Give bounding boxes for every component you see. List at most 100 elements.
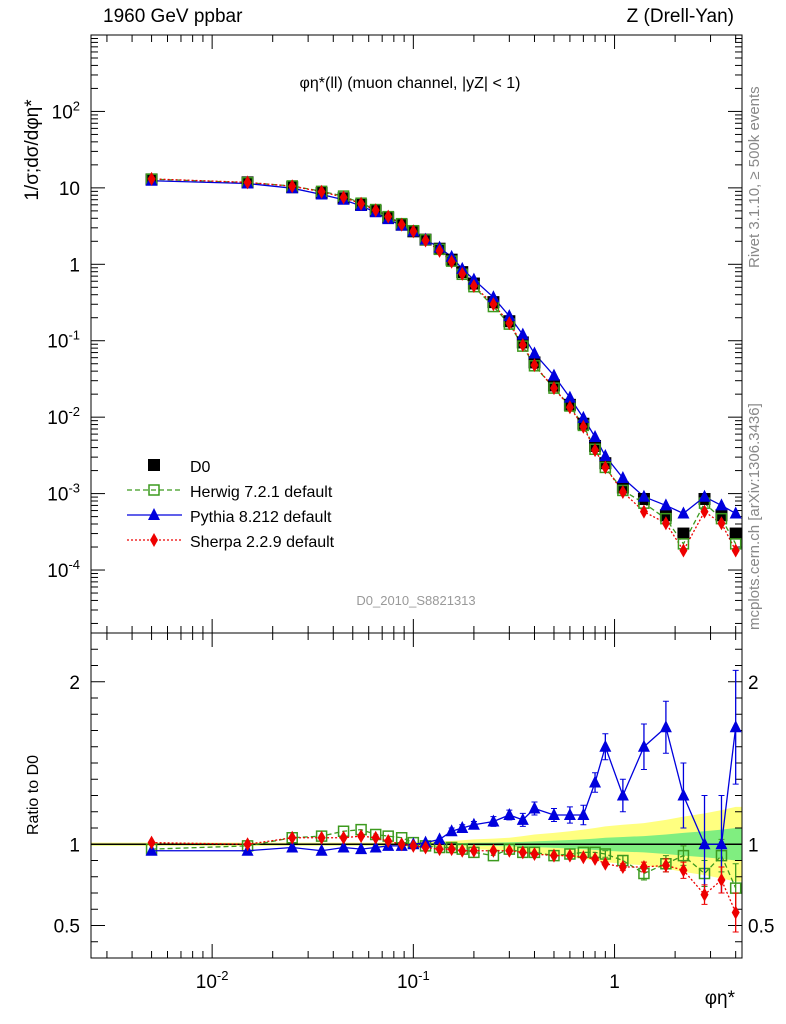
x-axis-label: φη* <box>705 988 736 1009</box>
legend-label: Sherpa 2.2.9 default <box>190 534 335 551</box>
x-tick-label: 10-2 <box>196 968 229 993</box>
series-3-point <box>489 297 498 312</box>
series-3-point <box>447 254 456 269</box>
series-3-point <box>397 217 406 232</box>
series-3-point <box>700 504 709 519</box>
ratio-series-1-point <box>729 720 742 733</box>
series-2-point <box>698 489 711 502</box>
ratio-series-1-point <box>637 739 650 752</box>
series-2-point <box>715 498 728 511</box>
y-tick-label: 10 <box>59 179 80 200</box>
ratio-series-1-point <box>145 843 158 856</box>
series-3-point <box>618 484 627 499</box>
legend-label: Herwig 7.2.1 default <box>190 484 333 501</box>
y-axis-label: 1/σ;dσ/dφη* <box>22 99 43 201</box>
ratio-series-2-point <box>435 842 444 857</box>
ratio-tick-label-left: 1 <box>69 835 80 856</box>
series-3-point <box>243 175 252 190</box>
series-3-point <box>591 443 600 458</box>
ratio-series-2-point <box>288 830 297 845</box>
ratio-series-1-point <box>547 808 560 820</box>
legend-label: Pythia 8.212 default <box>190 509 332 526</box>
series-3-point <box>505 316 514 331</box>
ratio-series-2-point <box>518 845 527 860</box>
ratio-series-1-point <box>433 832 446 845</box>
ratio-plot-frame <box>90 632 743 959</box>
ratio-series-0-point <box>677 849 690 862</box>
series-2-point <box>467 272 480 285</box>
ratio-series-2-point <box>421 840 430 855</box>
ratio-series-1-point <box>337 840 350 853</box>
ratio-series-1-point <box>516 812 529 825</box>
ratio-series-2-point <box>489 843 498 858</box>
ratio-series-2-point <box>371 830 380 845</box>
mcplots-url-label: mcplots.cern.ch [arXiv:1306.3436] <box>746 403 763 630</box>
ratio-series-2-point <box>243 837 252 852</box>
series-3-point <box>458 266 467 281</box>
process-label: Z (Drell-Yan) <box>626 6 734 27</box>
y-tick-label: 10-1 <box>47 328 80 353</box>
analysis-watermark: D0_2010_S8821313 <box>356 593 475 608</box>
ratio-series-2-point <box>409 838 418 853</box>
series-0-point <box>677 527 690 540</box>
ratio-series-2-point <box>447 842 456 857</box>
series-3-point <box>518 337 527 352</box>
ratio-series-2-point <box>339 830 348 845</box>
series-2-point <box>637 489 650 502</box>
series-2-point <box>729 506 742 519</box>
series-2-point <box>547 368 560 381</box>
legend-marker <box>148 459 160 471</box>
series-3-point <box>601 460 610 475</box>
y-tick-label: 10-2 <box>47 404 80 429</box>
series-3-point <box>731 543 740 558</box>
series-0-point <box>659 509 672 522</box>
series-2-point <box>528 346 541 359</box>
series-2-point <box>577 410 590 423</box>
ratio-series-2-point <box>530 847 539 861</box>
series-2-point <box>677 506 690 519</box>
y-tick-label: 10-4 <box>47 557 80 582</box>
ratio-series-1-point <box>528 801 541 814</box>
ratio-tick-label-right: 0.5 <box>748 917 774 938</box>
series-3-point <box>565 400 574 415</box>
x-tick-label: 10-1 <box>397 968 430 993</box>
ratio-series-1-point <box>599 739 612 752</box>
ratio-series-2-point <box>717 873 726 887</box>
y-tick-label: 102 <box>52 98 80 123</box>
series-2-point <box>487 290 500 303</box>
series-2-point <box>563 390 576 403</box>
ratio-series-2-point <box>357 829 366 844</box>
series-3-point <box>639 504 648 519</box>
series-3-point <box>579 419 588 434</box>
ratio-series-2-point <box>618 860 627 874</box>
ratio-series-2-point <box>147 835 156 850</box>
ratio-series-1-point <box>456 821 469 833</box>
series-3-point <box>421 233 430 248</box>
ratio-series-2-point <box>565 848 574 863</box>
ratio-series-1-point <box>677 788 690 801</box>
ratio-axis-label: Ratio to D0 <box>25 755 42 835</box>
series-2-point <box>503 309 516 322</box>
ratio-tick-label-right: 2 <box>748 673 759 694</box>
series-3-point <box>435 243 444 258</box>
series-3-point <box>288 179 297 194</box>
ratio-tick-label-right: 1 <box>748 835 759 856</box>
series-3-point <box>679 543 688 558</box>
series-2-point <box>599 449 612 462</box>
ratio-series-2-point <box>458 843 467 858</box>
series-3-point <box>717 516 726 531</box>
legend-marker <box>150 533 158 547</box>
ratio-series-2-point <box>601 856 610 871</box>
legend-label: D0 <box>190 459 211 476</box>
ratio-series-2-point <box>549 848 558 863</box>
series-3-point <box>357 196 366 211</box>
ratio-series-2-point <box>731 905 740 920</box>
ratio-tick-label-left: 2 <box>69 673 80 694</box>
series-0-point <box>729 527 742 540</box>
series-3-point <box>317 184 326 199</box>
ratio-series-1-point <box>698 837 711 850</box>
y-tick-label: 1 <box>69 255 80 276</box>
ratio-series-2-point <box>579 850 588 865</box>
ratio-series-1-point <box>369 840 382 853</box>
